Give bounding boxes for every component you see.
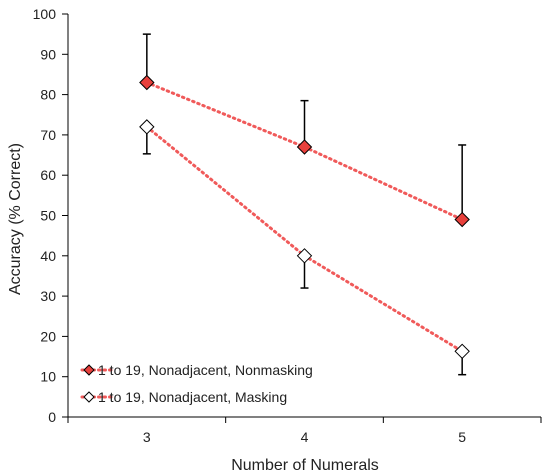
y-tick-label: 30 (40, 288, 56, 304)
data-point (139, 119, 155, 135)
y-tick-label: 10 (40, 369, 56, 385)
series-2 (139, 119, 470, 376)
x-tick-label: 3 (143, 429, 151, 445)
y-tick-label: 100 (33, 6, 57, 22)
y-tick-label: 0 (48, 409, 56, 425)
series-1 (139, 33, 470, 228)
y-tick-label: 80 (40, 87, 56, 103)
y-axis-title: Accuracy (% Correct) (7, 143, 24, 295)
legend-item: 1 to 19, Nonadjacent, Masking (80, 389, 287, 405)
legend-label: 1 to 19, Nonadjacent, Nonmasking (98, 362, 313, 378)
series-line (145, 125, 464, 353)
data-point (296, 248, 313, 264)
y-tick-label: 90 (40, 46, 56, 62)
legend-marker (83, 391, 95, 403)
legend: 1 to 19, Nonadjacent, Nonmasking 1 to 19,… (80, 362, 313, 405)
data-point (296, 139, 313, 155)
plot-area (139, 33, 470, 376)
legend-label: 1 to 19, Nonadjacent, Masking (98, 389, 287, 405)
data-point (454, 343, 470, 360)
data-point (454, 211, 470, 228)
data-point (139, 74, 155, 91)
legend-marker (83, 364, 95, 376)
y-tick-label: 70 (40, 127, 56, 143)
x-axis-title: Number of Numerals (231, 457, 379, 474)
y-tick-label: 60 (40, 167, 56, 183)
axes (67, 14, 541, 418)
y-tick-label: 50 (40, 208, 56, 224)
y-axis-ticks: 0 10 20 30 40 50 60 70 80 90 100 (33, 6, 68, 425)
x-axis-ticks: 3 4 5 (67, 417, 542, 445)
x-tick-label: 5 (458, 429, 466, 445)
y-tick-label: 20 (40, 328, 56, 344)
y-tick-label: 40 (40, 248, 56, 264)
legend-item: 1 to 19, Nonadjacent, Nonmasking (80, 362, 313, 378)
x-tick-label: 4 (301, 429, 309, 445)
